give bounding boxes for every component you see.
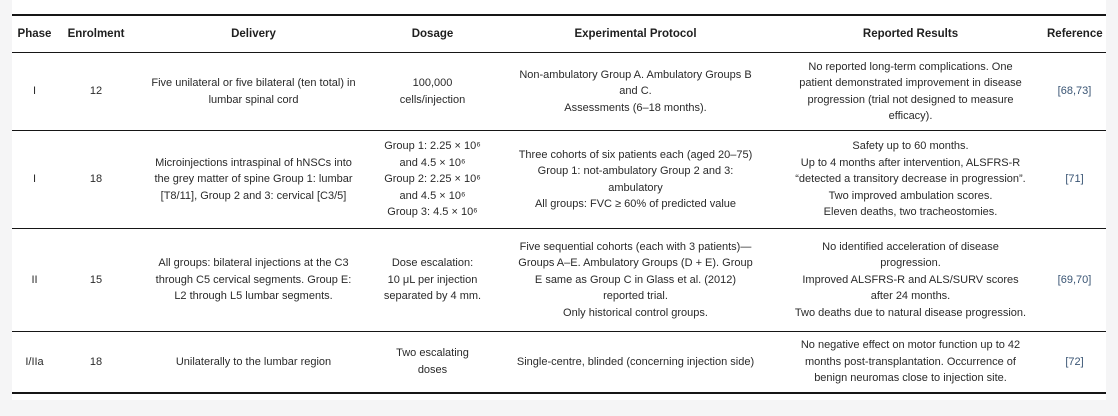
column-header-dosage: Dosage bbox=[411, 28, 454, 40]
cell-delivery: Unilaterally to the lumbar region bbox=[175, 355, 332, 368]
cell-protocol: Non-ambulatory Group A. Ambulatory Group… bbox=[519, 68, 752, 114]
cell-dosage: 100,000 cells/injection bbox=[399, 77, 466, 106]
reference-link[interactable]: [71] bbox=[1065, 173, 1084, 186]
clinical-trials-table: Phase Enrolment Delivery Dosage Experime… bbox=[12, 14, 1106, 394]
cell-delivery: Five unilateral or five bilateral (ten t… bbox=[151, 77, 356, 106]
cell-enrolment: 15 bbox=[89, 273, 103, 286]
table-row: I/IIa 18 Unilaterally to the lumbar regi… bbox=[12, 332, 1106, 393]
reference-link[interactable]: [68,73] bbox=[1057, 85, 1092, 98]
table-row: II 15 All groups: bilateral injections a… bbox=[12, 229, 1106, 332]
cell-delivery: All groups: bilateral injections at the … bbox=[155, 257, 352, 303]
column-header-delivery: Delivery bbox=[231, 28, 276, 40]
header-row: Phase Enrolment Delivery Dosage Experime… bbox=[12, 15, 1106, 53]
cell-phase: I bbox=[32, 173, 37, 186]
cell-enrolment: 18 bbox=[89, 173, 103, 186]
column-header-enrolment: Enrolment bbox=[67, 28, 125, 40]
table-row: I 12 Five unilateral or five bilateral (… bbox=[12, 53, 1106, 131]
cell-delivery: Microinjections intraspinal of hNSCs int… bbox=[154, 156, 353, 202]
cell-dosage: Dose escalation: 10 μL per injection sep… bbox=[383, 257, 482, 303]
column-header-reference: Reference bbox=[1047, 28, 1103, 40]
cell-results: No identified acceleration of disease pr… bbox=[794, 240, 1027, 319]
cell-protocol: Single-centre, blinded (concerning injec… bbox=[516, 355, 755, 368]
cell-reference: [69,70] bbox=[1043, 229, 1106, 332]
reference-link[interactable]: [72] bbox=[1065, 355, 1084, 368]
cell-reference: [68,73] bbox=[1043, 53, 1106, 131]
cell-phase: I/IIa bbox=[25, 355, 44, 368]
cell-results: No reported long-term complications. One… bbox=[799, 60, 1022, 123]
column-header-protocol: Experimental Protocol bbox=[574, 28, 697, 40]
cell-reference: [71] bbox=[1043, 131, 1106, 229]
cell-reference: [72] bbox=[1043, 332, 1106, 393]
cell-protocol: Three cohorts of six patients each (aged… bbox=[518, 148, 753, 211]
cell-results: Safety up to 60 months. Up to 4 months a… bbox=[795, 140, 1026, 219]
cell-dosage: Group 1: 2.25 × 10⁶ and 4.5 × 10⁶ Group … bbox=[384, 140, 481, 219]
cell-protocol: Five sequential cohorts (each with 3 pat… bbox=[518, 240, 753, 319]
cell-enrolment: 18 bbox=[89, 355, 103, 368]
cell-phase: I bbox=[32, 85, 37, 98]
table-row: I 18 Microinjections intraspinal of hNSC… bbox=[12, 131, 1106, 229]
column-header-results: Reported Results bbox=[862, 28, 959, 40]
cell-phase: II bbox=[31, 273, 38, 286]
table-header: Phase Enrolment Delivery Dosage Experime… bbox=[12, 15, 1106, 53]
cell-dosage: Two escalating doses bbox=[396, 347, 469, 376]
cell-results: No negative effect on motor function up … bbox=[800, 339, 1021, 384]
reference-link[interactable]: [69,70] bbox=[1057, 273, 1092, 286]
table-card: Phase Enrolment Delivery Dosage Experime… bbox=[12, 0, 1106, 400]
column-header-phase: Phase bbox=[17, 28, 52, 40]
cell-enrolment: 12 bbox=[89, 85, 103, 98]
